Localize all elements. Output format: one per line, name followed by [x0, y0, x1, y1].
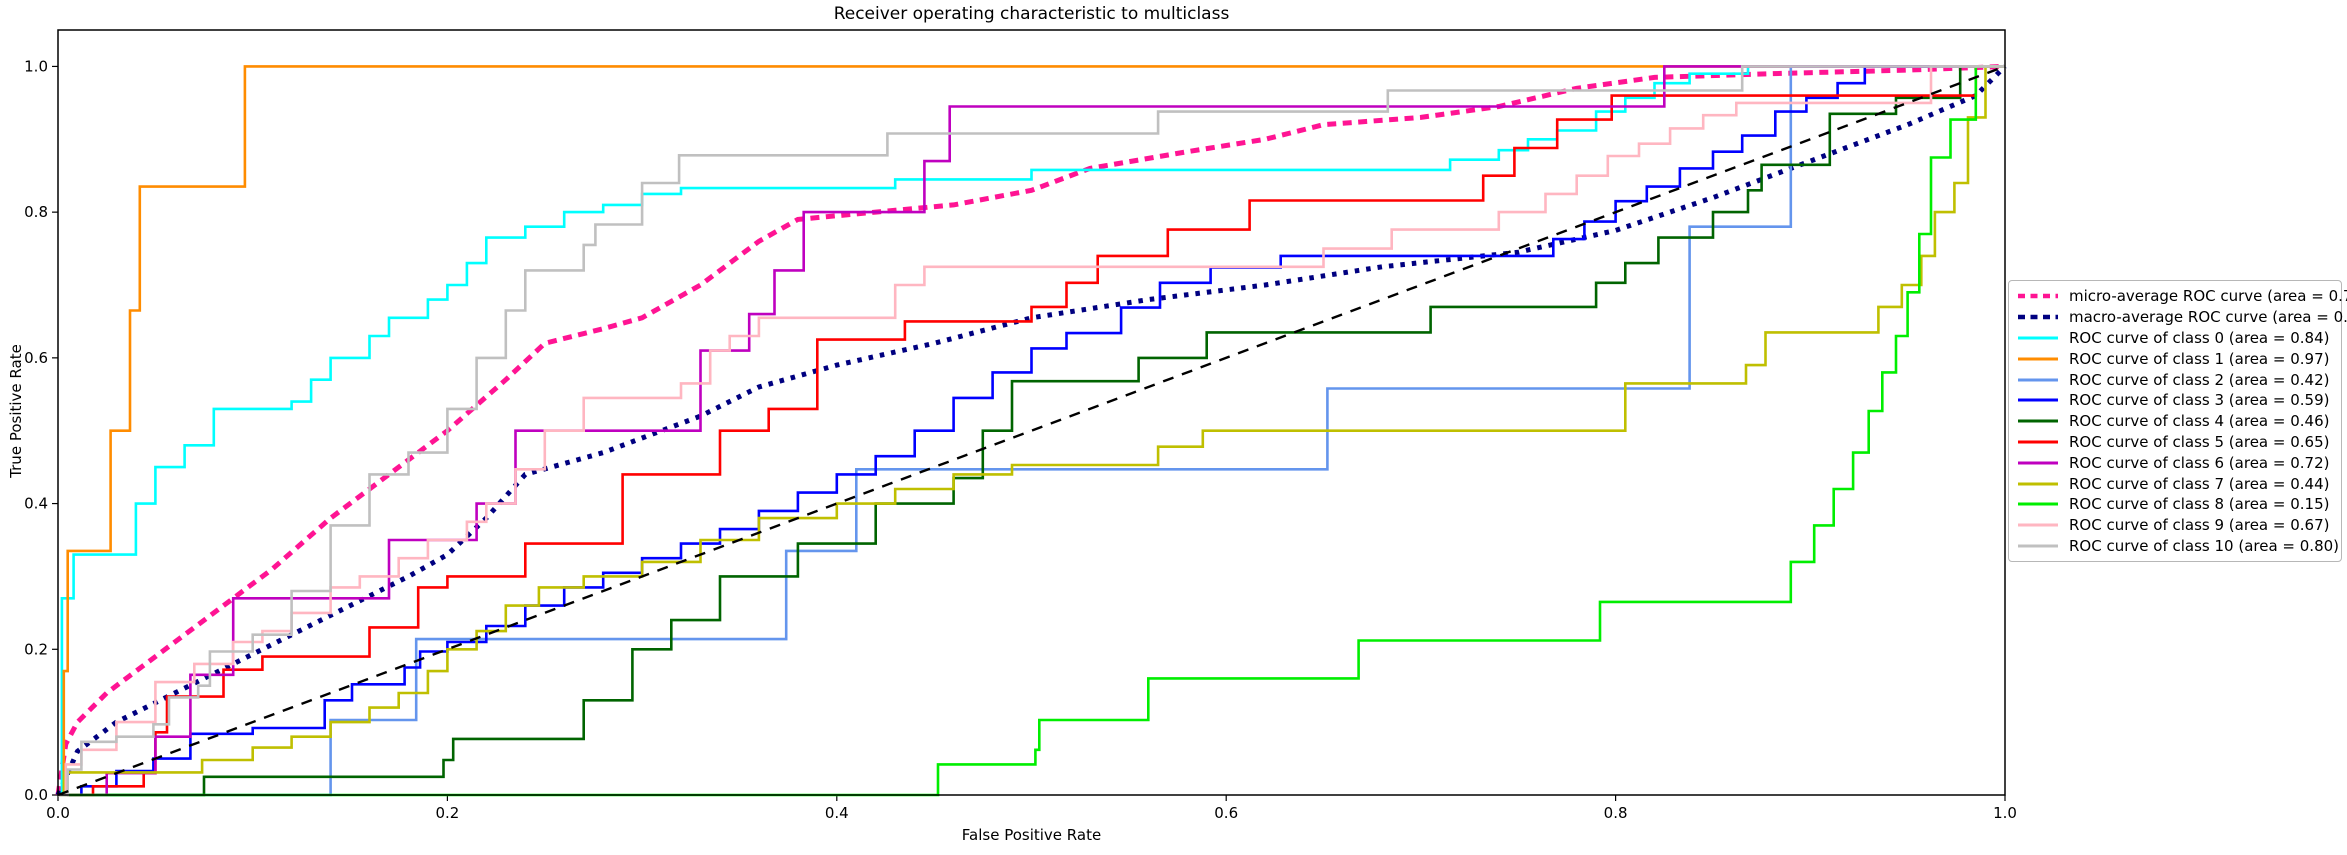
legend-item-class-2: ROC curve of class 2 (area = 0.42): [2015, 369, 2333, 390]
legend-label-class-7: ROC curve of class 7 (area = 0.44): [2069, 474, 2330, 493]
legend-label-class-9: ROC curve of class 9 (area = 0.67): [2069, 516, 2330, 535]
y-tick-label: 0.0: [24, 786, 48, 804]
legend-item-class-8: ROC curve of class 8 (area = 0.15): [2015, 494, 2333, 515]
legend-label-class-0: ROC curve of class 0 (area = 0.84): [2069, 328, 2330, 347]
roc-curve-class-9: [58, 65, 2005, 797]
legend-item-class-3: ROC curve of class 3 (area = 0.59): [2015, 390, 2333, 411]
legend-item-class-1: ROC curve of class 1 (area = 0.97): [2015, 348, 2333, 369]
y-tick-label: 0.2: [24, 640, 48, 658]
y-tick-label: 0.6: [24, 349, 48, 367]
x-tick-label: 1.0: [1993, 804, 2017, 822]
x-axis-label: False Positive Rate: [961, 826, 1102, 844]
roc-curve-class-10: [58, 65, 2005, 797]
legend-item-macro-average: macro-average ROC curve (area = 0.61): [2015, 307, 2347, 328]
legend-label-micro-average: micro-average ROC curve (area = 0.77): [2069, 287, 2347, 306]
roc-curve-class-0: [58, 65, 2005, 797]
legend-label-macro-average: macro-average ROC curve (area = 0.61): [2069, 308, 2347, 327]
legend-line-swatch-class-3: [2018, 398, 2058, 402]
legend-line-swatch-class-2: [2018, 378, 2058, 382]
roc-curve-class-4: [58, 65, 2005, 797]
legend-label-class-2: ROC curve of class 2 (area = 0.42): [2069, 370, 2330, 389]
y-axis-label: True Positive Rate: [7, 344, 25, 478]
legend-line-swatch-class-8: [2018, 502, 2058, 506]
roc-curve-class-1: [58, 65, 2005, 797]
roc-curve-chance-diagonal: [57, 65, 2006, 797]
legend-line-swatch-class-9: [2018, 523, 2058, 527]
roc-curve-class-2: [58, 65, 2005, 797]
y-tick-label: 0.4: [24, 495, 48, 513]
roc-curve-class-6: [58, 65, 2005, 797]
legend: micro-average ROC curve (area = 0.77) mac…: [2008, 280, 2347, 563]
legend-label-class-6: ROC curve of class 6 (area = 0.72): [2069, 453, 2330, 472]
legend-label-class-3: ROC curve of class 3 (area = 0.59): [2069, 391, 2330, 410]
legend-item-micro-average: micro-average ROC curve (area = 0.77): [2015, 286, 2347, 307]
x-tick-label: 0.4: [825, 804, 849, 822]
roc-curve-class-8: [58, 65, 2005, 797]
legend-label-class-10: ROC curve of class 10 (area = 0.80): [2069, 536, 2340, 555]
legend-line-swatch-micro-average: [2018, 294, 2058, 299]
legend-line-swatch-class-6: [2018, 461, 2058, 465]
roc-curve-class-3: [58, 65, 2005, 797]
legend-item-class-7: ROC curve of class 7 (area = 0.44): [2015, 473, 2333, 494]
legend-line-swatch-class-0: [2018, 336, 2058, 340]
y-tick-label: 0.8: [24, 203, 48, 221]
legend-label-class-4: ROC curve of class 4 (area = 0.46): [2069, 412, 2330, 431]
legend-line-swatch-class-7: [2018, 482, 2058, 486]
y-tick-label: 1.0: [24, 57, 48, 75]
legend-label-class-5: ROC curve of class 5 (area = 0.65): [2069, 432, 2330, 451]
chart-title: Receiver operating characteristic to mul…: [833, 4, 1230, 24]
legend-line-swatch-class-5: [2018, 440, 2058, 444]
x-tick-label: 0.2: [435, 804, 459, 822]
axes-spines: [57, 29, 2006, 796]
legend-label-class-8: ROC curve of class 8 (area = 0.15): [2069, 495, 2330, 514]
x-tick-label: 0.8: [1604, 804, 1628, 822]
legend-item-class-6: ROC curve of class 6 (area = 0.72): [2015, 452, 2333, 473]
legend-line-swatch-class-4: [2018, 419, 2058, 423]
legend-label-class-1: ROC curve of class 1 (area = 0.97): [2069, 349, 2330, 368]
x-tick-label: 0.6: [1214, 804, 1238, 822]
legend-line-swatch-macro-average: [2018, 314, 2058, 320]
legend-line-swatch-class-10: [2018, 544, 2058, 548]
legend-item-class-0: ROC curve of class 0 (area = 0.84): [2015, 328, 2333, 349]
legend-item-class-5: ROC curve of class 5 (area = 0.65): [2015, 432, 2333, 453]
legend-item-class-9: ROC curve of class 9 (area = 0.67): [2015, 515, 2333, 536]
legend-line-swatch-class-1: [2018, 357, 2058, 361]
legend-item-class-10: ROC curve of class 10 (area = 0.80): [2015, 536, 2339, 557]
roc-curve-macro-average: [55, 64, 2007, 797]
x-tick-label: 0.0: [46, 804, 70, 822]
legend-item-class-4: ROC curve of class 4 (area = 0.46): [2015, 411, 2333, 432]
